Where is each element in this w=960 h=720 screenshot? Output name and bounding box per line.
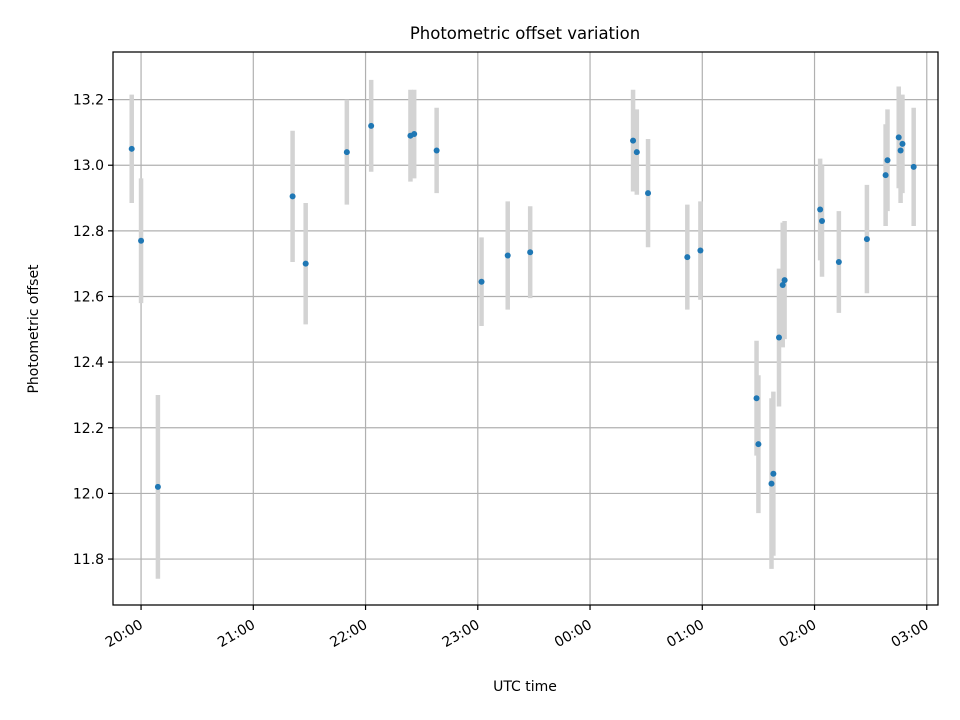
data-point — [630, 137, 637, 144]
data-point — [882, 172, 889, 179]
data-point — [478, 278, 485, 285]
data-point — [684, 254, 691, 261]
data-point — [753, 395, 760, 402]
data-point — [633, 149, 640, 156]
data-point — [781, 277, 788, 284]
y-tick-label: 12.6 — [73, 290, 104, 306]
data-point — [817, 206, 824, 213]
data-point — [527, 249, 534, 256]
data-point — [302, 260, 309, 267]
data-point — [779, 282, 786, 289]
data-point — [138, 237, 145, 244]
chart-title: Photometric offset variation — [410, 24, 640, 43]
data-point — [433, 147, 440, 154]
data-point — [897, 147, 904, 154]
y-tick-label: 11.8 — [73, 552, 104, 568]
data-points — [128, 122, 917, 490]
data-point — [835, 259, 842, 266]
data-point — [411, 131, 418, 138]
y-tick-label: 13.0 — [73, 158, 104, 174]
y-tick-label: 12.8 — [73, 224, 104, 240]
data-point — [343, 149, 350, 156]
data-point — [819, 218, 826, 225]
y-tick-label: 12.0 — [73, 486, 104, 502]
data-point — [775, 334, 782, 341]
data-point — [289, 193, 296, 200]
data-point — [899, 140, 906, 147]
x-axis-label: UTC time — [493, 679, 557, 695]
data-point — [910, 163, 917, 170]
data-point — [504, 252, 511, 259]
data-point — [128, 145, 135, 152]
y-tick-label: 13.2 — [73, 93, 104, 109]
data-point — [884, 157, 891, 164]
data-point — [770, 470, 777, 477]
data-point — [368, 122, 375, 129]
data-point — [645, 190, 652, 197]
grid — [113, 52, 938, 605]
data-point — [895, 134, 902, 141]
y-tick-label: 12.2 — [73, 421, 104, 437]
y-axis-label: Photometric offset — [26, 264, 42, 394]
data-point — [863, 236, 870, 243]
data-point — [154, 483, 161, 490]
data-point — [768, 480, 775, 487]
data-point — [697, 247, 704, 254]
y-tick-label: 12.4 — [73, 355, 104, 371]
data-point — [755, 441, 762, 448]
plot-frame — [112, 51, 939, 606]
